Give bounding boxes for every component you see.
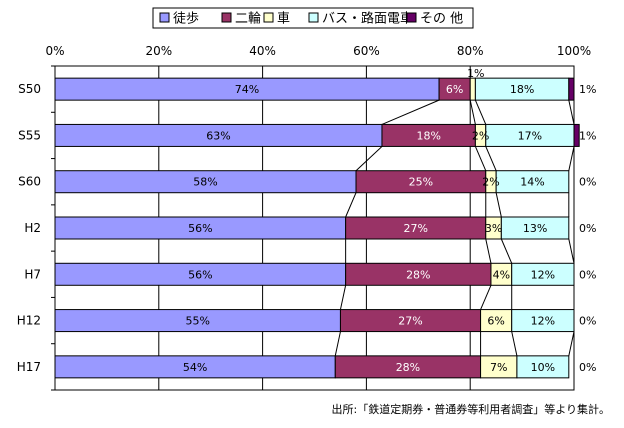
data-label: 56% <box>188 222 212 235</box>
data-label: 2% <box>482 176 499 189</box>
y-category-label: H2 <box>24 221 41 235</box>
legend-swatch <box>159 12 170 23</box>
data-label: 12% <box>531 268 555 281</box>
data-label: 18% <box>416 129 440 142</box>
data-label: 18% <box>510 83 534 96</box>
bars <box>54 77 580 379</box>
data-label: 1% <box>467 67 484 80</box>
data-label: 17% <box>518 129 542 142</box>
series-line <box>495 192 502 218</box>
x-tick-label: 20% <box>145 44 172 58</box>
data-label: 25% <box>409 176 433 189</box>
data-label: 63% <box>206 129 230 142</box>
series-line <box>568 331 575 356</box>
data-label: 0% <box>579 268 596 281</box>
x-tick-label: 60% <box>353 44 380 58</box>
bar-segment <box>500 216 570 240</box>
data-label: 6% <box>487 315 504 328</box>
data-label: 4% <box>493 268 510 281</box>
series-line <box>345 192 357 218</box>
data-label: 0% <box>579 361 596 374</box>
data-label: 1% <box>579 83 596 96</box>
x-tick-label: 40% <box>249 44 276 58</box>
data-label: 74% <box>235 83 259 96</box>
data-label: 3% <box>485 222 502 235</box>
data-label: 0% <box>579 222 596 235</box>
y-category-label: H17 <box>17 360 41 374</box>
x-tick-label: 0% <box>45 44 64 58</box>
axes: 0% 20% 40% 60% 80% 100% S50 S55 S60 H2 H7 H12 H17 <box>17 44 591 391</box>
data-label: 7% <box>490 361 507 374</box>
legend: 徒歩 二輪 車 バス・路面電車 その 他 <box>152 7 474 29</box>
data-label: 14% <box>520 176 544 189</box>
bar-segment <box>516 355 570 379</box>
series-line <box>568 238 575 264</box>
legend-label: その 他 <box>420 12 463 27</box>
data-labels: 74% 6% 1% 18% 1% 63% 18% 2% 17% 1% 58% 25% 2% 14% 0% 56… <box>183 67 597 374</box>
data-label: 58% <box>193 176 217 189</box>
legend-label: バス・路面電車 <box>322 11 413 27</box>
legend-swatch <box>221 12 232 23</box>
y-category-label: S50 <box>18 82 41 96</box>
data-label: 27% <box>398 315 422 328</box>
legend-label: 徒歩 <box>173 12 199 27</box>
data-label: 54% <box>183 361 207 374</box>
series-line <box>381 99 440 125</box>
bar-segment <box>511 262 575 286</box>
data-label: 28% <box>406 268 430 281</box>
series-line <box>334 331 341 356</box>
series-line <box>469 100 476 125</box>
bar-segment <box>495 170 570 194</box>
data-label: 12% <box>531 315 555 328</box>
data-label: 55% <box>185 315 209 328</box>
y-category-label: H7 <box>24 267 41 281</box>
series-line <box>485 146 497 171</box>
bar-segment <box>568 77 575 101</box>
data-label: 13% <box>523 222 547 235</box>
series-line <box>355 146 383 172</box>
x-tick-label: 80% <box>457 44 484 58</box>
bar-segment <box>573 123 580 147</box>
y-category-label: S55 <box>18 128 41 142</box>
bar-segment <box>469 77 476 101</box>
series-line <box>511 331 518 356</box>
data-label: 1% <box>579 129 596 142</box>
data-label: 28% <box>396 361 420 374</box>
data-label: 10% <box>531 361 555 374</box>
data-label: 27% <box>403 222 427 235</box>
series-line <box>500 238 513 264</box>
y-category-label: S60 <box>18 175 41 189</box>
legend-swatch <box>406 12 417 23</box>
data-label: 0% <box>579 176 596 189</box>
data-label: 0% <box>579 315 596 328</box>
series-line <box>568 146 575 171</box>
series-connector-lines <box>334 99 575 356</box>
legend-swatch <box>308 12 319 23</box>
bar-segment <box>511 309 575 333</box>
x-tick-label: 100% <box>557 44 591 58</box>
y-category-label: H12 <box>17 314 41 328</box>
data-label: 6% <box>446 83 463 96</box>
series-line <box>474 146 487 171</box>
gridlines <box>54 65 575 391</box>
source-note: 出所:「鉄道定期券・普通券等利用者調査」等より集計。 <box>331 403 610 416</box>
series-line <box>474 99 487 125</box>
data-label: 2% <box>472 129 489 142</box>
series-line <box>339 285 347 310</box>
data-label: 56% <box>188 268 212 281</box>
series-line <box>480 285 492 310</box>
series-line <box>568 100 575 125</box>
legend-swatch <box>263 12 274 23</box>
legend-label: 車 <box>277 12 290 27</box>
legend-label: 二輪 <box>235 11 261 27</box>
series-line <box>485 238 492 264</box>
